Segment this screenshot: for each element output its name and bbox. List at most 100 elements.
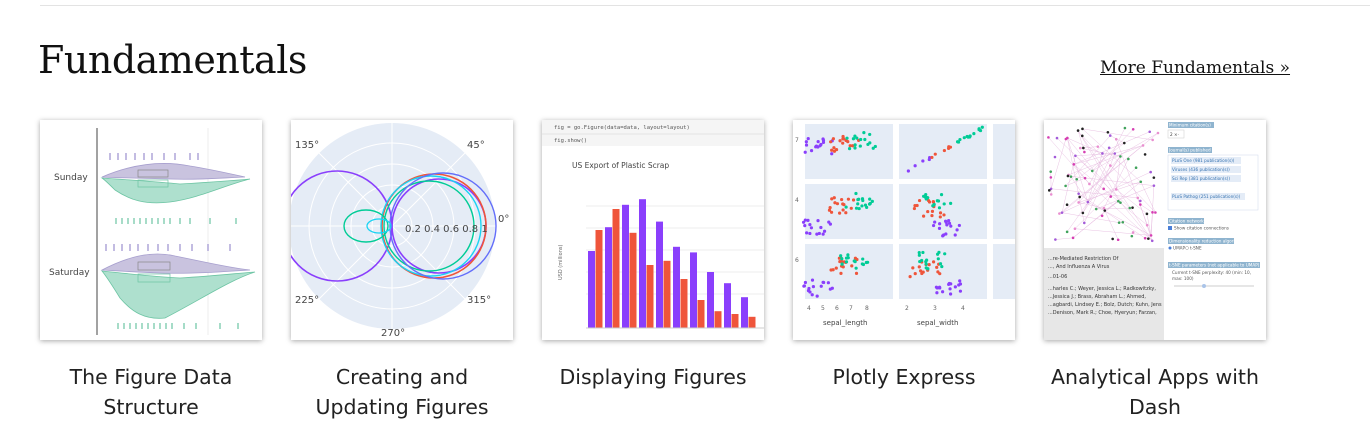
thumbnail-point <box>841 141 845 145</box>
card-plotly-express[interactable]: 4 5 6 7 8 2 3 4 7 4 6 sepal_length sepal_width P… <box>793 120 1015 392</box>
card-caption[interactable]: Analytical Apps with Dash <box>1051 365 1259 419</box>
thumbnail-violin-plot[interactable]: Sunday Saturday <box>40 120 262 340</box>
svg-text:7: 7 <box>795 137 799 144</box>
card-caption[interactable]: Creating and Updating Figures <box>315 365 489 419</box>
thumbnail-edge <box>1150 185 1155 236</box>
thumbnail-node <box>1108 134 1112 137</box>
thumbnail-edge <box>1140 204 1153 213</box>
thumbnail-point <box>802 284 806 288</box>
thumbnail-point <box>847 146 852 151</box>
citation-network-label: Citation network <box>1169 219 1204 224</box>
thumbnail-bar-chart[interactable]: fig = go.Figure(data=data, layout=layout… <box>542 120 764 340</box>
thumbnail-edge <box>1110 153 1115 166</box>
thumbnail-edge <box>1089 183 1153 241</box>
angle-270-label: 270° <box>381 328 405 339</box>
thumbnail-point <box>827 220 831 224</box>
thumbnail-bar <box>629 232 637 328</box>
thumbnail-node <box>1086 200 1090 204</box>
thumbnail-point <box>942 148 946 153</box>
card-analytical-apps-dash[interactable]: ...re-Mediated Restriction Of ..., And I… <box>1044 120 1266 422</box>
thumbnail-point <box>953 233 957 237</box>
thumbnail-node <box>1049 170 1053 173</box>
section-title: Fundamentals <box>38 38 307 82</box>
thumbnail-point <box>822 280 826 285</box>
thumbnail-point <box>849 206 853 210</box>
thumbnail-point <box>947 282 951 287</box>
thumbnail-node <box>1054 238 1057 241</box>
thumbnail-point <box>920 271 924 276</box>
thumbnail-point <box>839 271 843 275</box>
svg-text:...harles C.; Weyer, Jessica L: ...harles C.; Weyer, Jessica L.; Radkowi… <box>1048 286 1156 292</box>
thumbnail-point <box>856 202 860 206</box>
thumbnail-edge <box>1061 145 1144 213</box>
thumbnail-point <box>818 144 822 148</box>
thumbnail-point <box>932 202 936 207</box>
thumbnail-point <box>945 223 949 227</box>
card-caption[interactable]: Displaying Figures <box>559 365 747 389</box>
thumbnail-scatter-matrix[interactable]: 4 5 6 7 8 2 3 4 7 4 6 sepal_length sepal_width <box>793 120 1015 340</box>
thumbnail-point <box>804 140 808 144</box>
thumbnail-node <box>1114 188 1118 191</box>
more-fundamentals-link[interactable]: More Fundamentals » <box>1100 58 1291 78</box>
thumbnail-point <box>870 199 874 204</box>
thumbnail-point <box>803 224 807 228</box>
card-displaying-figures[interactable]: fig = go.Figure(data=data, layout=layout… <box>542 120 764 392</box>
thumbnail-node <box>1101 152 1104 155</box>
thumbnail-point <box>931 223 936 228</box>
thumbnail-bar <box>741 297 748 328</box>
thumbnail-polar-plot[interactable]: 135° 45° 0° 225° 315° 270° 0.2 0.4 0.6 0… <box>291 120 513 340</box>
thumbnail-point <box>857 206 861 211</box>
thumbnail-node <box>1102 187 1105 191</box>
thumbnail-point <box>962 136 966 140</box>
thumbnail-node <box>1055 136 1059 140</box>
thumbnail-point <box>810 293 814 297</box>
thumbnail-node <box>1076 129 1080 132</box>
thumbnail-node <box>1107 146 1111 150</box>
thumbnail-point <box>871 146 875 150</box>
thumbnail-node <box>1072 163 1076 166</box>
thumbnail-point <box>931 199 935 204</box>
thumbnail-dash-app[interactable]: ...re-Mediated Restriction Of ..., And I… <box>1044 120 1266 340</box>
thumbnail-edge <box>1066 156 1121 232</box>
thumbnail-edge <box>1077 130 1153 241</box>
thumbnail-point <box>816 219 820 223</box>
thumbnail-bar <box>680 279 688 328</box>
thumbnail-node <box>1114 137 1118 141</box>
thumbnail-point <box>826 281 830 285</box>
thumbnail-point <box>868 197 872 201</box>
svg-text:max: 100): max: 100) <box>1172 276 1194 281</box>
thumbnail-edge <box>1073 164 1090 185</box>
thumbnail-point <box>834 266 838 270</box>
thumbnail-node <box>1143 236 1147 240</box>
thumbnail-edge <box>1073 145 1144 165</box>
svg-text:...re-Mediated Restriction Of: ...re-Mediated Restriction Of <box>1048 256 1119 262</box>
thumbnail-node <box>1090 169 1094 173</box>
thumbnail-point <box>841 208 845 212</box>
thumbnail-node <box>1106 130 1110 134</box>
thumbnail-point <box>840 262 844 266</box>
card-caption[interactable]: The Figure Data Structure <box>69 365 233 419</box>
thumbnail-point <box>944 232 948 236</box>
thumbnail-edge <box>1092 132 1159 172</box>
thumbnail-node <box>1139 199 1142 203</box>
thumbnail-point <box>936 252 940 256</box>
thumbnail-point <box>846 256 850 260</box>
card-caption[interactable]: Plotly Express <box>832 365 976 389</box>
card-creating-updating-figures[interactable]: 135° 45° 0° 225° 315° 270° 0.2 0.4 0.6 0… <box>291 120 513 422</box>
thumbnail-node <box>1073 227 1077 231</box>
thumbnail-node <box>1139 180 1143 184</box>
thumbnail-point <box>817 231 821 236</box>
card-figure-data-structure[interactable]: Sunday Saturday T <box>40 120 262 422</box>
thumbnail-point <box>841 265 845 269</box>
thumbnail-point <box>844 205 848 209</box>
angle-45-label: 45° <box>467 140 485 151</box>
thumbnail-node <box>1119 155 1122 158</box>
thumbnail-point <box>924 262 928 266</box>
thumbnail-bar <box>656 221 663 328</box>
thumbnail-edge <box>1068 145 1144 176</box>
thumbnail-point <box>851 198 856 202</box>
svg-text:...Jessica J.; Brass, Abraham: ...Jessica J.; Brass, Abraham L.; Ahmed, <box>1048 294 1146 300</box>
thumbnail-node <box>1078 146 1082 150</box>
x-axis-sepal-width: sepal_width <box>917 319 958 327</box>
thumbnail-edge <box>1056 137 1093 172</box>
